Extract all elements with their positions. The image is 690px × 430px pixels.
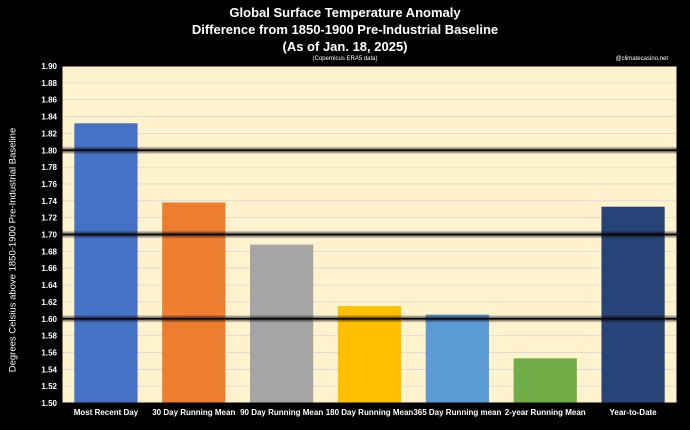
x-category-label: Most Recent Day bbox=[74, 408, 139, 417]
y-tick-label: 1.72 bbox=[41, 214, 57, 223]
x-category-label: Year-to-Date bbox=[610, 408, 658, 417]
x-category-label: 90 Day Running Mean bbox=[240, 408, 323, 417]
y-tick-label: 1.66 bbox=[41, 264, 57, 273]
y-tick-label: 1.86 bbox=[41, 96, 57, 105]
bar bbox=[513, 358, 577, 403]
y-axis-ticks: 1.50 1.52 1.54 1.56 1.58 1.60 1.62 1.64 1.66 1.68… bbox=[41, 62, 57, 408]
y-tick-label: 1.58 bbox=[41, 332, 57, 341]
y-tick-label: 1.70 bbox=[41, 231, 57, 240]
chart-subtitle: Difference from 1850-1900 Pre-Industrial… bbox=[191, 22, 499, 37]
y-tick-label: 1.68 bbox=[41, 247, 57, 256]
bar bbox=[250, 244, 314, 403]
y-tick-label: 1.84 bbox=[41, 113, 57, 122]
y-tick-label: 1.90 bbox=[41, 62, 57, 71]
y-tick-label: 1.50 bbox=[41, 399, 57, 408]
plot-border bbox=[61, 65, 678, 404]
y-tick-label: 1.82 bbox=[41, 129, 57, 138]
y-tick-label: 1.52 bbox=[41, 382, 57, 391]
x-category-label: 365 Day Running mean bbox=[413, 408, 501, 417]
reference-lines bbox=[61, 65, 678, 404]
chart-as-of-date: (As of Jan. 18, 2025) bbox=[282, 39, 408, 54]
chart-title-block: Global Surface Temperature Anomaly Diffe… bbox=[0, 4, 690, 64]
x-axis-categories: Most Recent Day 30 Day Running Mean 90 Day… bbox=[74, 408, 657, 417]
y-tick-label: 1.76 bbox=[41, 180, 57, 189]
bar bbox=[74, 123, 138, 403]
y-tick-label: 1.74 bbox=[41, 197, 57, 206]
data-source-note: (Copernicus ERA5 data) bbox=[312, 56, 378, 62]
bar bbox=[601, 206, 665, 403]
y-tick-label: 1.64 bbox=[41, 281, 57, 290]
y-tick-label: 1.80 bbox=[41, 146, 57, 155]
credit-label: @climatecasino.net bbox=[615, 56, 668, 62]
x-category-label: 30 Day Running Mean bbox=[152, 408, 235, 417]
x-category-label: 180 Day Running Mean bbox=[326, 408, 414, 417]
chart-title: Global Surface Temperature Anomaly bbox=[229, 5, 461, 20]
x-category-label: 2-year Running Mean bbox=[505, 408, 586, 417]
y-tick-label: 1.78 bbox=[41, 163, 57, 172]
y-tick-label: 1.54 bbox=[41, 365, 57, 374]
y-tick-label: 1.60 bbox=[41, 315, 57, 324]
y-tick-label: 1.62 bbox=[41, 298, 57, 307]
y-tick-label: 1.56 bbox=[41, 348, 57, 357]
y-tick-label: 1.88 bbox=[41, 79, 57, 88]
bar bbox=[425, 314, 489, 403]
